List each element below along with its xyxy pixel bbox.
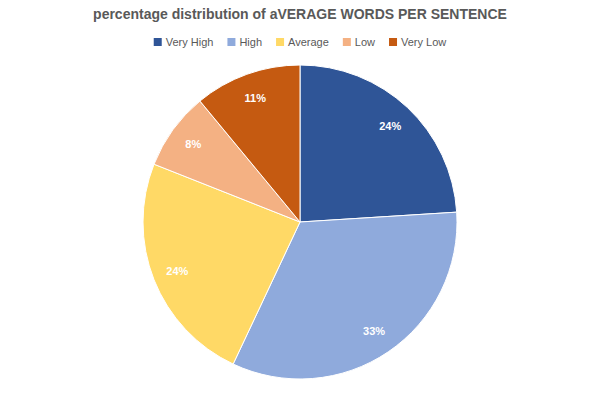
data-label: 33% xyxy=(363,325,385,337)
data-label: 8% xyxy=(185,138,201,150)
legend-label: Very Low xyxy=(401,36,446,48)
chart-root: percentage distribution of aVERAGE WORDS… xyxy=(0,0,600,393)
slices xyxy=(143,65,457,379)
legend-item: Very Low xyxy=(389,36,446,48)
data-label: 24% xyxy=(166,265,188,277)
pie-slice xyxy=(200,65,300,222)
legend-swatch xyxy=(276,38,284,46)
legend-item: High xyxy=(227,36,262,48)
legend: Very High High Average Low Very Low xyxy=(154,36,447,48)
title: percentage distribution of aVERAGE WORDS… xyxy=(93,6,507,22)
legend-item: Average xyxy=(276,36,329,48)
pie-slice xyxy=(300,65,457,222)
legend-label: Low xyxy=(355,36,375,48)
legend-swatch xyxy=(154,38,162,46)
data-labels: 24% 33% 24% 8% 11% xyxy=(166,92,401,337)
legend-label: Average xyxy=(288,36,329,48)
data-label: 11% xyxy=(245,92,267,104)
legend-swatch xyxy=(227,38,235,46)
legend-item: Low xyxy=(343,36,375,48)
chart-svg: percentage distribution of aVERAGE WORDS… xyxy=(0,0,600,393)
legend-swatch xyxy=(343,38,351,46)
data-label: 24% xyxy=(379,120,401,132)
legend-swatch xyxy=(389,38,397,46)
legend-label: Very High xyxy=(166,36,214,48)
legend-item: Very High xyxy=(154,36,214,48)
background xyxy=(0,0,600,393)
legend-label: High xyxy=(239,36,262,48)
